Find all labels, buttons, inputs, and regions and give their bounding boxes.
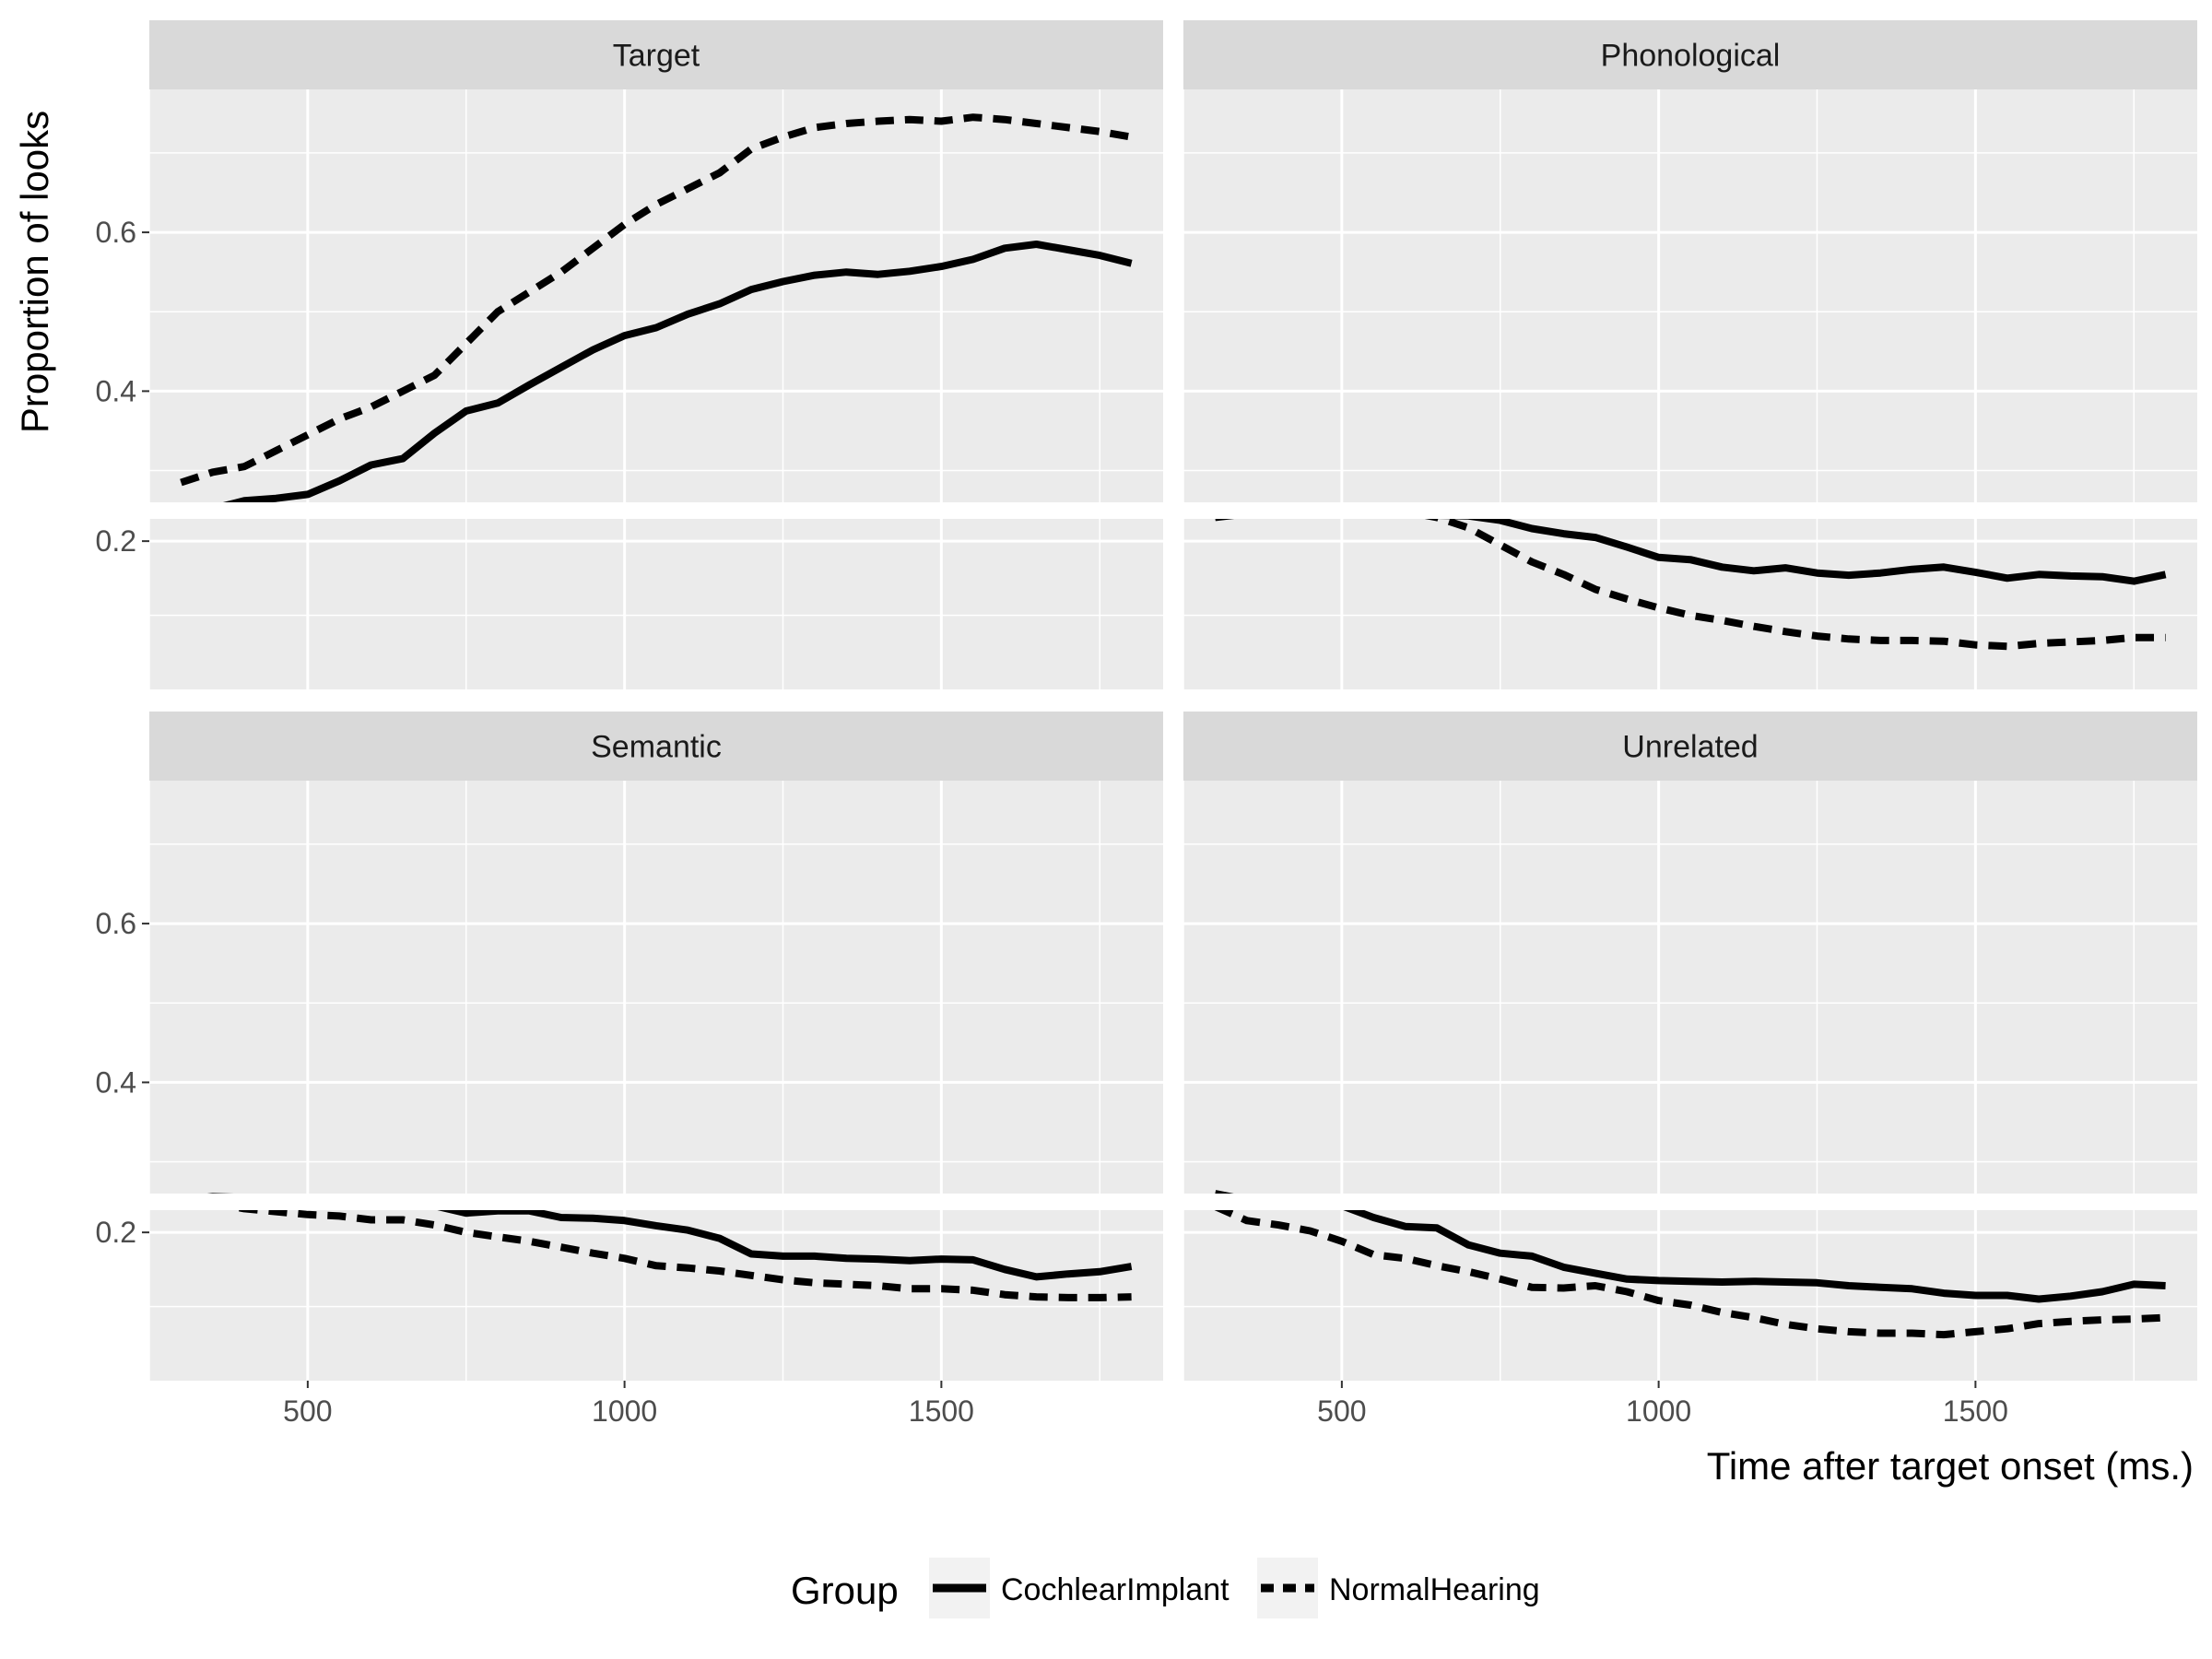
series-line-cochlearimplant-lower-unrelated <box>1343 1210 2166 1303</box>
panel-lower-bg-target <box>149 519 1163 689</box>
x-tick-label: 1000 <box>592 1394 657 1428</box>
series-line-cochlearimplant-lower-phonological <box>1215 519 2167 585</box>
panel-title-target: Target <box>613 39 700 74</box>
x-tick-label: 500 <box>1317 1394 1366 1428</box>
legend: Group CochlearImplant NormalHearing <box>791 1558 1540 1618</box>
legend-entry-cochlear-implant: CochlearImplant <box>929 1558 1230 1618</box>
legend-label-normal-hearing: NormalHearing <box>1329 1572 1540 1607</box>
series-line-cochlearimplant-lower-semantic <box>437 1210 1133 1281</box>
y-tick-label: 0.6 <box>96 907 136 940</box>
panel-lower-bg-semantic <box>149 1210 1163 1381</box>
series-line-normalhearing-lower-semantic <box>231 1210 1132 1301</box>
panel-upper-bg-phonological <box>1183 89 2197 502</box>
legend-title: Group <box>791 1569 899 1612</box>
panel-strip-target <box>149 20 1163 89</box>
y-axis-title: Proportion of looks <box>13 111 56 433</box>
panel-strip-phonological <box>1183 20 2197 89</box>
panel-lower-bg-phonological <box>1183 519 2197 689</box>
series-line-cochlearimplant-upper-target <box>222 241 1133 502</box>
panel-upper-bg-target <box>149 89 1163 502</box>
series-line-normalhearing-upper-target <box>180 113 1133 487</box>
x-tick-label: 1500 <box>909 1394 974 1428</box>
panel-title-semantic: Semantic <box>591 730 722 765</box>
panel-title-unrelated: Unrelated <box>1622 730 1758 765</box>
panel-upper-bg-unrelated <box>1183 781 2197 1194</box>
panel-title-phonological: Phonological <box>1601 39 1781 74</box>
panel-phonological: Phonological <box>1182 20 2197 689</box>
panel-target: Target <box>148 20 1163 689</box>
y-tick-label: 0.4 <box>96 1065 136 1099</box>
panel-strip-semantic <box>149 712 1163 781</box>
series-line-normalhearing-lower-unrelated <box>1214 1210 2166 1339</box>
panels-layer: Target Phonological Semantic Unrelated <box>148 20 2197 1381</box>
x-tick-label: 500 <box>283 1394 332 1428</box>
panel-semantic: Semantic <box>148 712 1163 1381</box>
panel-unrelated: Unrelated <box>1182 712 2197 1381</box>
y-tick-label: 0.2 <box>96 1216 136 1249</box>
y-tick-label: 0.2 <box>96 524 136 558</box>
panel-strip-unrelated <box>1183 712 2197 781</box>
legend-entry-normal-hearing: NormalHearing <box>1257 1558 1540 1618</box>
axes-layer: 0.2 0.4 0.6 0.2 0.4 0.6 500 1000 1500 500 1000 1500 <box>96 216 2008 1428</box>
x-axis-title: Time after target onset (ms.) <box>1707 1444 2194 1488</box>
y-tick-label: 0.4 <box>96 374 136 407</box>
y-tick-label: 0.6 <box>96 216 136 249</box>
panel-upper-bg-semantic <box>149 781 1163 1194</box>
legend-label-cochlear-implant: CochlearImplant <box>1001 1572 1230 1607</box>
x-tick-label: 1000 <box>1626 1394 1691 1428</box>
x-tick-label: 1500 <box>1943 1394 2008 1428</box>
